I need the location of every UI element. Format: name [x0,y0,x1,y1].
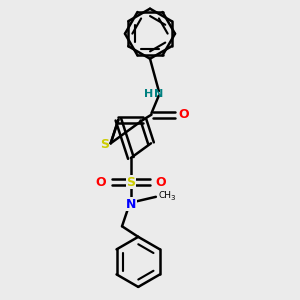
Text: N: N [154,89,164,99]
Text: 3: 3 [170,195,175,201]
Text: S: S [100,138,109,151]
Text: CH: CH [159,191,172,200]
Text: O: O [179,108,190,121]
Text: S: S [126,176,135,189]
Text: O: O [155,176,166,189]
Text: N: N [126,198,136,211]
Text: O: O [96,176,106,189]
Text: H: H [144,89,153,99]
